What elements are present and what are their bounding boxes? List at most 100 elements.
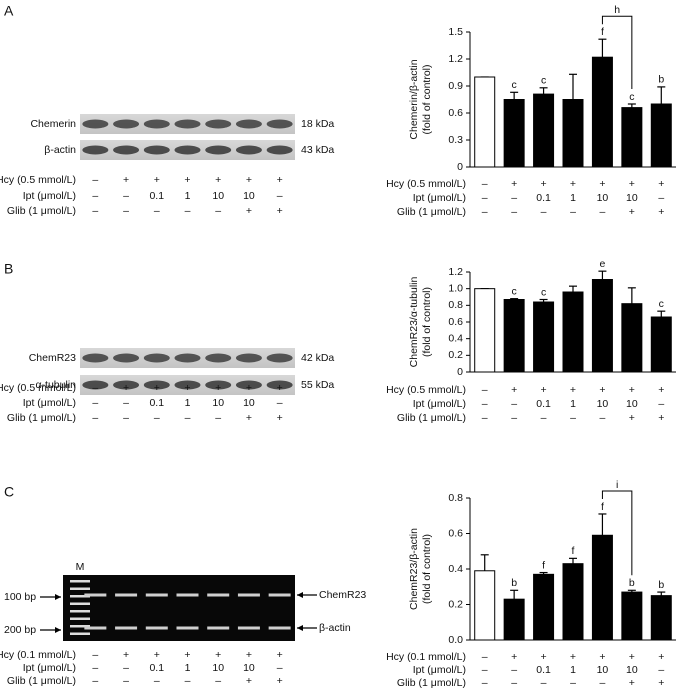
blot-condition-value: 10 bbox=[212, 397, 224, 409]
blot-condition-value: 1 bbox=[185, 397, 191, 409]
blot-band bbox=[235, 119, 262, 129]
chart-condition-value: + bbox=[629, 677, 635, 689]
chart-condition-value: + bbox=[658, 651, 664, 663]
chart-condition-value: + bbox=[629, 206, 635, 218]
blot-condition-value: 10 bbox=[212, 190, 224, 202]
chart-condition-value: – bbox=[511, 412, 517, 424]
blot-condition-value: – bbox=[92, 662, 98, 674]
blot-condition-value: + bbox=[277, 412, 283, 424]
blot-band bbox=[113, 119, 140, 129]
blot-condition-value: 1 bbox=[185, 190, 191, 202]
bar bbox=[621, 591, 643, 641]
y-tick-label: 1.5 bbox=[448, 26, 463, 38]
blot-condition-label: Glib (1 μmol/L) bbox=[7, 205, 76, 217]
blot-condition-value: + bbox=[246, 174, 252, 186]
chart-condition-value: – bbox=[511, 677, 517, 689]
blot-band bbox=[82, 353, 109, 363]
gel-band bbox=[268, 593, 291, 597]
gel-band bbox=[145, 626, 168, 630]
blot-band bbox=[143, 353, 170, 363]
significance-label: c bbox=[659, 298, 664, 310]
bar bbox=[621, 303, 643, 373]
chart-condition-value: + bbox=[599, 651, 605, 663]
y-axis-label: Chemerin/β-actin bbox=[408, 59, 420, 139]
blot-condition-value: – bbox=[123, 205, 129, 217]
chart-condition-value: 10 bbox=[626, 664, 638, 676]
blot-condition-value: 0.1 bbox=[149, 190, 164, 202]
bar bbox=[503, 299, 525, 373]
blot-condition-value: + bbox=[277, 675, 283, 687]
arrow-head bbox=[297, 592, 303, 598]
chart-condition-value: + bbox=[658, 206, 664, 218]
blot-band bbox=[266, 380, 293, 390]
y-tick-label: 0.6 bbox=[448, 527, 463, 539]
chart-condition-value: – bbox=[511, 206, 517, 218]
ladder-band bbox=[70, 587, 90, 590]
y-tick-label: 0.8 bbox=[448, 492, 463, 504]
y-tick-label: 0.0 bbox=[448, 634, 463, 646]
y-tick-label: 0.6 bbox=[448, 316, 463, 328]
chart-condition-value: 1 bbox=[570, 192, 576, 204]
blot-condition-value: – bbox=[185, 412, 191, 424]
chart-condition-value: – bbox=[600, 677, 606, 689]
chart-condition-value: + bbox=[570, 178, 576, 190]
blot-condition-value: + bbox=[246, 205, 252, 217]
chart-condition-label: Hcy (0.5 mmol/L) bbox=[386, 178, 466, 190]
y-axis-label: ChemR23/β-actin bbox=[408, 528, 420, 610]
chart-condition-value: – bbox=[482, 664, 488, 676]
blot-band bbox=[205, 353, 232, 363]
blot-condition-value: + bbox=[154, 174, 160, 186]
chart-condition-value: – bbox=[482, 206, 488, 218]
blot-row-label: ChemR23 bbox=[29, 352, 76, 364]
significance-label: f bbox=[601, 501, 604, 513]
chart-condition-value: 0.1 bbox=[536, 664, 551, 676]
y-tick-label: 0 bbox=[457, 161, 463, 173]
blot-size-label: 43 kDa bbox=[301, 144, 334, 156]
blot-condition-value: + bbox=[184, 649, 190, 661]
chart-condition-value: – bbox=[511, 664, 517, 676]
bar bbox=[562, 99, 584, 168]
chart-condition-value: – bbox=[658, 664, 664, 676]
blot-condition-label: Glib (1 μmol/L) bbox=[7, 412, 76, 424]
significance-label: f bbox=[601, 26, 604, 38]
ladder-band bbox=[70, 632, 90, 635]
significance-label: c bbox=[541, 75, 546, 87]
blot-band bbox=[143, 145, 170, 155]
blot-condition-value: – bbox=[123, 190, 129, 202]
chart-condition-value: – bbox=[541, 412, 547, 424]
chart-condition-value: – bbox=[482, 398, 488, 410]
chart-condition-value: + bbox=[541, 178, 547, 190]
blot-condition-value: + bbox=[277, 205, 283, 217]
chart-condition-value: + bbox=[541, 651, 547, 663]
chart-condition-value: + bbox=[541, 384, 547, 396]
chart-condition-label: Ipt (μmol/L) bbox=[413, 192, 466, 204]
chart-condition-value: 10 bbox=[597, 398, 609, 410]
blot-condition-value: + bbox=[154, 382, 160, 394]
chart-condition-value: – bbox=[541, 677, 547, 689]
blot-condition-value: + bbox=[184, 174, 190, 186]
y-tick-label: 1.2 bbox=[448, 53, 463, 65]
chart-condition-value: – bbox=[482, 384, 488, 396]
gel-band bbox=[268, 626, 291, 630]
chart-condition-value: 0.1 bbox=[536, 398, 551, 410]
blot-condition-value: 10 bbox=[243, 662, 255, 674]
chart-condition-value: 10 bbox=[626, 192, 638, 204]
chart-condition-value: 10 bbox=[626, 398, 638, 410]
arrow-head bbox=[55, 627, 61, 633]
blot-band bbox=[143, 119, 170, 129]
chart-condition-value: – bbox=[482, 178, 488, 190]
blot-band bbox=[143, 380, 170, 390]
chart-condition-value: – bbox=[600, 206, 606, 218]
blot-condition-value: + bbox=[277, 649, 283, 661]
blot-condition-value: – bbox=[92, 174, 98, 186]
blot-condition-value: – bbox=[185, 205, 191, 217]
blot-condition-value: + bbox=[246, 412, 252, 424]
blot-condition-value: – bbox=[154, 205, 160, 217]
y-tick-label: 0.2 bbox=[448, 598, 463, 610]
chart-condition-value: + bbox=[599, 384, 605, 396]
blot-condition-value: – bbox=[154, 675, 160, 687]
significance-label: b bbox=[658, 74, 664, 86]
bracket-label: i bbox=[616, 479, 618, 491]
blot-condition-value: 1 bbox=[185, 662, 191, 674]
blot-band bbox=[113, 353, 140, 363]
